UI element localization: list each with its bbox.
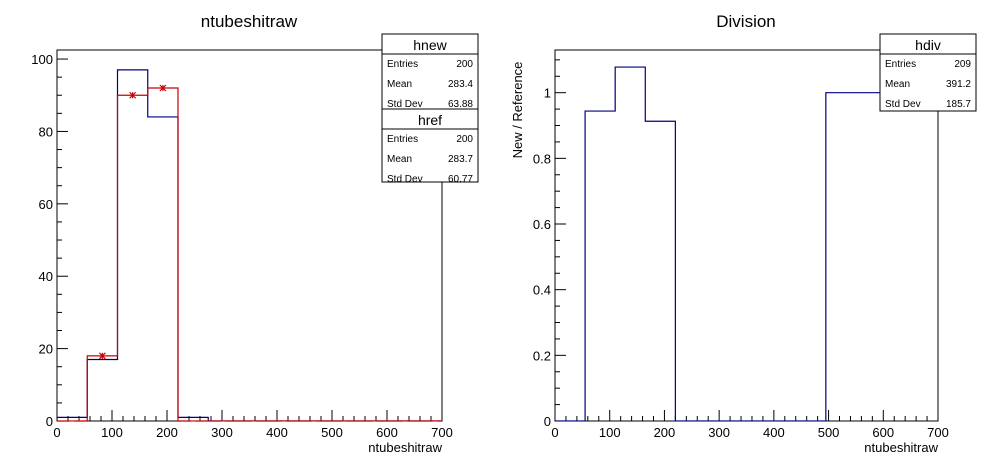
x-axis-label: ntubeshitraw xyxy=(864,440,938,455)
y-axis-label: New / Reference xyxy=(510,62,525,159)
stats-box-title: hdiv xyxy=(915,37,941,53)
x-tick-label: 200 xyxy=(156,425,178,440)
x-tick-label: 100 xyxy=(599,425,621,440)
stats-box-frame xyxy=(381,108,479,183)
y-tick-label: 0 xyxy=(544,414,551,429)
stats-box-title: hnew xyxy=(413,37,447,53)
y-tick-label: 1 xyxy=(544,86,551,101)
x-tick-label: 0 xyxy=(53,425,60,440)
y-tick-label: 40 xyxy=(39,269,53,284)
y-tick-label: 0.4 xyxy=(533,283,551,298)
stats-value: 60.77 xyxy=(448,174,473,185)
stats-key: Mean xyxy=(885,79,910,90)
x-tick-label: 600 xyxy=(376,425,398,440)
stats-key: Entries xyxy=(885,59,916,70)
y-tick-label: 0 xyxy=(46,414,53,429)
chart-title: ntubeshitraw xyxy=(201,12,298,31)
stats-key: Std Dev xyxy=(387,174,423,185)
stats-key: Mean xyxy=(387,79,412,90)
x-axis-label: ntubeshitraw xyxy=(368,440,442,455)
y-tick-label: 20 xyxy=(39,342,53,357)
stats-box-hdiv: hdiv Entries 209 Mean 391.2 Std Dev 185.7 xyxy=(879,33,977,112)
stats-key: Mean xyxy=(387,154,412,165)
stats-key: Std Dev xyxy=(885,99,921,110)
x-tick-label: 0 xyxy=(551,425,558,440)
y-tick-label: 60 xyxy=(39,197,53,212)
histogram-panel-division: Division 0 100 200 300 400 500 600 700ntubeshitr… xyxy=(510,12,977,455)
x-tick-label: 300 xyxy=(211,425,233,440)
series-line-hdiv xyxy=(555,66,938,421)
x-tick-label: 700 xyxy=(431,425,453,440)
y-tick-label: 0.6 xyxy=(533,217,551,232)
stats-value: 63.88 xyxy=(448,99,473,110)
x-tick-label: 200 xyxy=(654,425,676,440)
series-line-href xyxy=(57,87,442,421)
x-tick-label: 500 xyxy=(321,425,343,440)
stats-value: 200 xyxy=(456,134,473,145)
stats-value: 283.7 xyxy=(448,154,473,165)
stats-value: 209 xyxy=(954,59,971,70)
y-tick-label: 0.8 xyxy=(533,151,551,166)
x-tick-label: 400 xyxy=(763,425,785,440)
stats-value: 185.7 xyxy=(946,99,971,110)
x-tick-label: 300 xyxy=(708,425,730,440)
x-tick-label: 600 xyxy=(872,425,894,440)
x-tick-label: 400 xyxy=(266,425,288,440)
chart-title: Division xyxy=(716,12,776,31)
y-tick-label: 80 xyxy=(39,124,53,139)
stats-key: Std Dev xyxy=(387,99,423,110)
stats-key: Entries xyxy=(387,134,418,145)
y-tick-label: 100 xyxy=(31,52,53,67)
stats-box-hnew: hnew Entries 200 Mean 283.4 Std Dev 63.88 xyxy=(381,33,479,112)
stats-value: 391.2 xyxy=(946,79,971,90)
stats-box-title: href xyxy=(418,112,442,128)
x-tick-label: 500 xyxy=(818,425,840,440)
stats-box-frame xyxy=(381,33,479,112)
stats-value: 283.4 xyxy=(448,79,473,90)
stats-box-frame xyxy=(879,33,977,112)
y-tick-label: 0.2 xyxy=(533,348,551,363)
x-tick-label: 100 xyxy=(101,425,123,440)
series-line-hnew xyxy=(57,69,442,421)
x-tick-label: 700 xyxy=(927,425,949,440)
stats-value: 200 xyxy=(456,59,473,70)
stats-key: Entries xyxy=(387,59,418,70)
